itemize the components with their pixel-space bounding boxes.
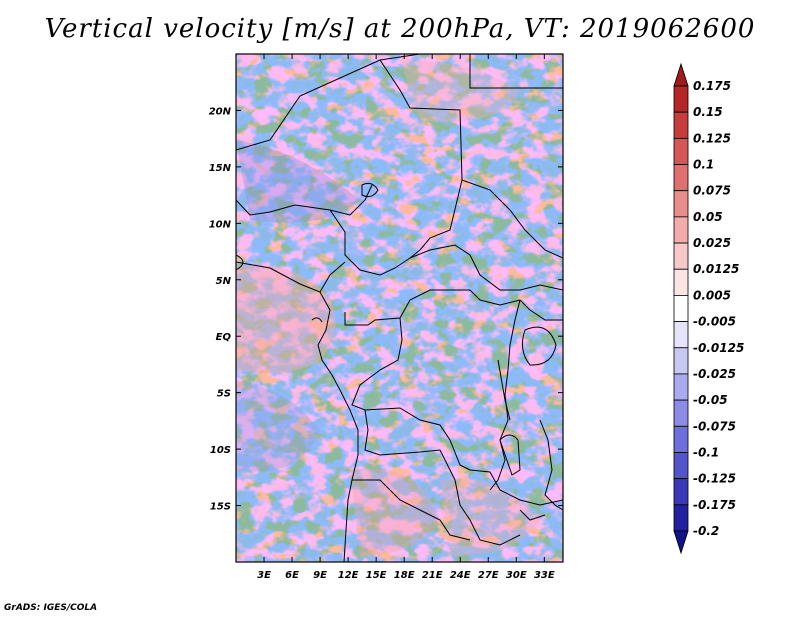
- colorbar-label: 0.175: [693, 79, 731, 93]
- colorbar-segment: [673, 164, 689, 192]
- lat-tick-label: 15N: [209, 163, 232, 174]
- colorbar-segment: [673, 347, 689, 375]
- colorbar-segment: [673, 478, 689, 506]
- colorbar-segment: [673, 452, 689, 480]
- colorbar-label: 0.125: [693, 131, 731, 145]
- lon-tick-label: 33E: [534, 570, 555, 581]
- colorbar-segment: [673, 216, 689, 244]
- lat-tick-label: 10N: [209, 219, 232, 230]
- colorbar-label: -0.2: [693, 524, 719, 538]
- colorbar-label: -0.175: [693, 498, 736, 512]
- lat-tick-label: 5N: [216, 276, 232, 287]
- lat-tick-label: 5S: [217, 389, 231, 400]
- lat-tick-label: 10S: [210, 445, 231, 456]
- colorbar-label: -0.0125: [693, 341, 744, 355]
- colorbar-segment: [673, 190, 689, 218]
- colorbar-label: 0.025: [693, 236, 731, 250]
- colorbar-label: 0.15: [693, 105, 723, 119]
- colorbar-segment: [673, 62, 689, 87]
- colorbar-segment: [673, 530, 689, 555]
- colorbar: 0.175 0.15 0.125 0.1 0.075 0.05 0.025 0.0125 0.0…: [673, 62, 744, 555]
- colorbar-label: 0.1: [693, 158, 714, 172]
- colorbar-segment: [673, 137, 689, 165]
- lat-tick-label: 15S: [210, 502, 231, 513]
- lon-tick-label: 18E: [394, 570, 415, 581]
- lon-tick-label: 15E: [366, 570, 387, 581]
- colorbar-label: -0.005: [693, 315, 736, 329]
- lon-tick-label: 30E: [506, 570, 527, 581]
- colorbar-label: -0.125: [693, 472, 736, 486]
- colorbar-segment: [673, 504, 689, 532]
- map-axes: 3E 6E 9E 12E 15E 18E 21E 24E 27E 30E 33E 20N 15N 10N 5…: [209, 54, 563, 581]
- colorbar-label: -0.05: [693, 393, 728, 407]
- colorbar-segment: [673, 111, 689, 139]
- lat-tick-label: EQ: [216, 332, 232, 343]
- colorbar-segment: [673, 242, 689, 270]
- map-frame: [235, 53, 564, 563]
- lon-tick-label: 9E: [313, 570, 327, 581]
- colorbar-segment: [673, 425, 689, 453]
- colorbar-segment: [673, 295, 689, 322]
- colorbar-segment: [673, 373, 689, 401]
- lon-tick-label: 3E: [257, 570, 271, 581]
- lon-tick-label: 24E: [450, 570, 471, 581]
- lon-tick-label: 27E: [478, 570, 499, 581]
- colorbar-label: 0.075: [693, 184, 731, 198]
- colorbar-label: -0.025: [693, 367, 736, 381]
- chart-title: Vertical velocity [m/s] at 200hPa, VT: 2…: [44, 14, 756, 44]
- colorbar-segment: [673, 321, 689, 349]
- lat-tick-label: 20N: [209, 106, 232, 117]
- colorbar-label: -0.075: [693, 419, 736, 433]
- lon-tick-label: 21E: [422, 570, 443, 581]
- colorbar-segment: [673, 399, 689, 427]
- country-borders: [236, 54, 563, 562]
- colorbar-label: 0.05: [693, 210, 723, 224]
- colorbar-label: 0.0125: [693, 262, 739, 276]
- colorbar-segment: [673, 85, 689, 113]
- grads-credit: GrADS: IGES/COLA: [4, 603, 98, 613]
- lon-tick-label: 12E: [338, 570, 359, 581]
- colorbar-segment: [673, 268, 689, 296]
- colorbar-label: -0.1: [693, 445, 719, 459]
- velocity-field: [236, 54, 563, 562]
- colorbar-label: 0.005: [693, 288, 731, 302]
- lon-tick-label: 6E: [285, 570, 299, 581]
